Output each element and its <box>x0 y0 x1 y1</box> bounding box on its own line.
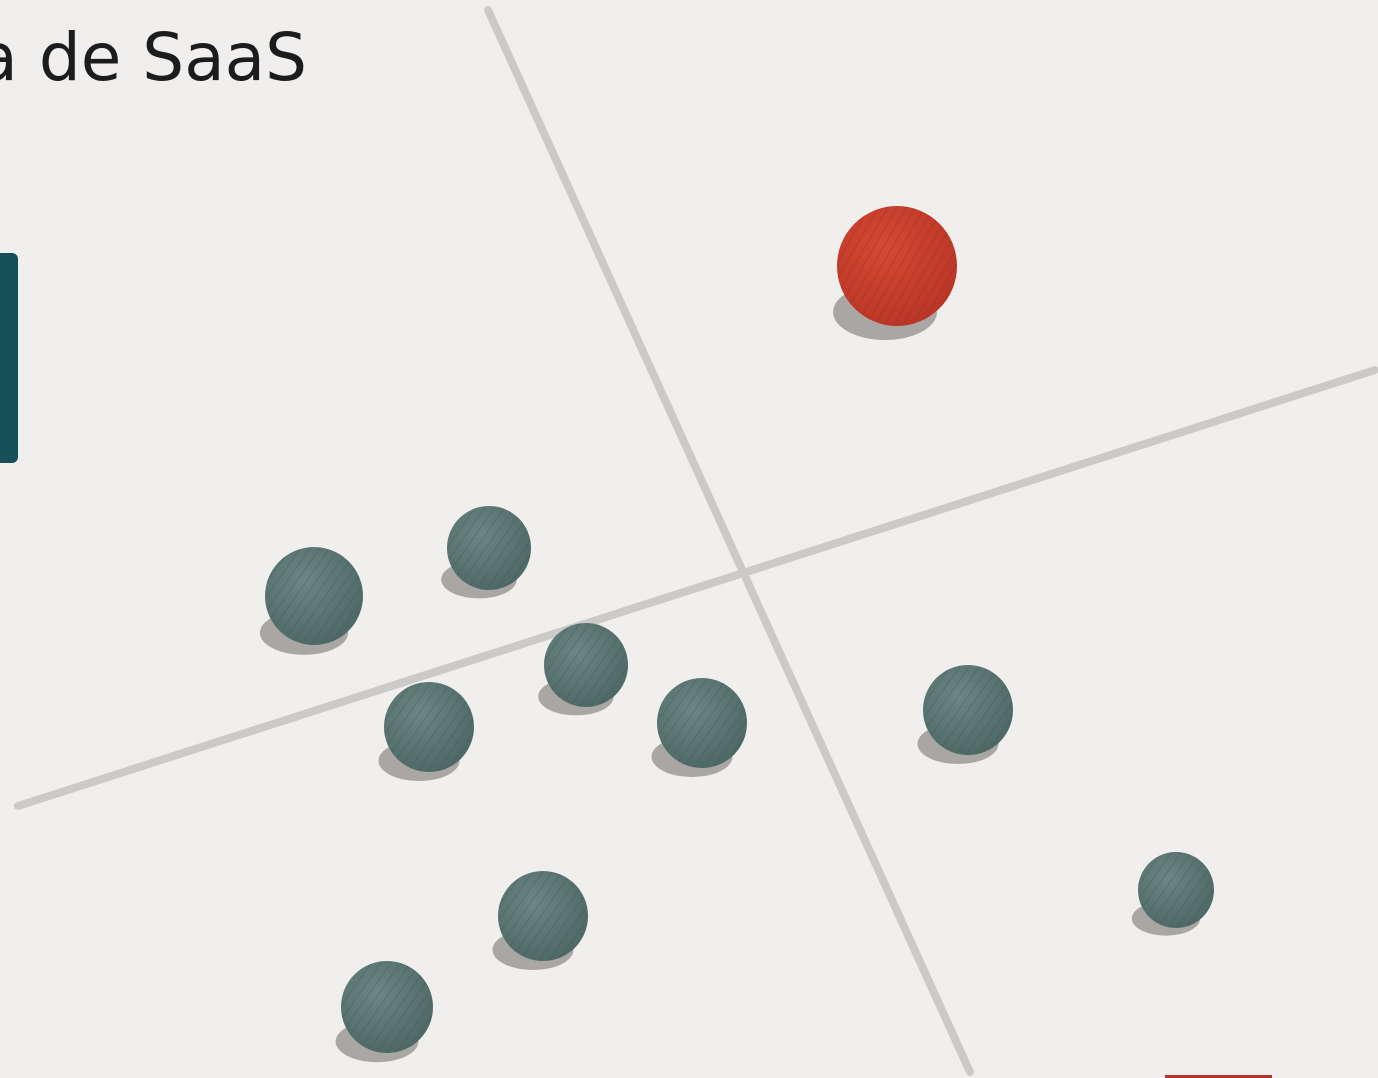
ball-texture <box>447 506 531 590</box>
ball-texture <box>923 665 1013 755</box>
ball-texture <box>544 623 628 707</box>
side-panel <box>0 253 18 463</box>
ball-texture <box>657 678 747 768</box>
ball-texture <box>837 206 957 326</box>
ball-texture <box>341 961 433 1053</box>
page: {"header": {"title": "a de SaaS"}} a de … <box>0 0 1378 1078</box>
page-title: a de SaaS <box>0 19 307 96</box>
ball-texture <box>1138 852 1214 928</box>
ball-texture <box>265 547 363 645</box>
ball-texture <box>498 871 588 961</box>
ball-texture <box>384 682 474 772</box>
scene: a de SaaS <box>0 0 1378 1078</box>
